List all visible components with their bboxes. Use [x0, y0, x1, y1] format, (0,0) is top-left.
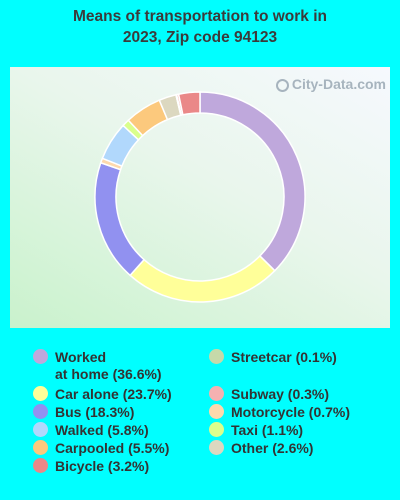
chart-title-line-2: 2023, Zip code 94123 — [122, 29, 278, 46]
legend-label: Bus (18.3%) — [55, 404, 135, 420]
legend-swatch — [33, 386, 48, 401]
legend-swatch — [33, 440, 48, 455]
legend-swatch — [209, 386, 224, 401]
slice-worked-at-home — [199, 91, 306, 272]
legend-swatch — [33, 404, 48, 419]
legend-label: Motorcycle (0.7%) — [231, 404, 351, 420]
legend-swatch — [209, 404, 224, 419]
legend-swatch — [209, 440, 224, 455]
legend-label: Other (2.6%) — [231, 440, 314, 456]
legend-swatch — [33, 458, 48, 473]
watermark: City-Data.com — [275, 76, 386, 92]
legend-label: Subway (0.3%) — [231, 386, 330, 402]
legend-label: Walked (5.8%) — [55, 422, 149, 438]
legend-swatch — [209, 422, 224, 437]
legend-swatch — [33, 422, 48, 437]
chart-title: Means of transportation to work in 2023,… — [0, 6, 400, 48]
magnifier-icon — [275, 79, 289, 92]
legend-label: Taxi (1.1%) — [231, 422, 304, 438]
slice-car-alone — [129, 254, 276, 303]
slice-bicycle — [177, 91, 201, 116]
legend-label-line-1: Worked — [55, 349, 107, 365]
legend-label: Car alone (23.7%) — [55, 386, 172, 402]
chart-title-line-1: Means of transportation to work in — [72, 8, 328, 25]
legend-label: Worked at home (36.6%) — [55, 349, 162, 383]
watermark-text: City-Data.com — [291, 76, 386, 92]
legend-label: Bicycle (3.2%) — [55, 458, 150, 474]
legend-label-line-2: at home (36.6%) — [55, 366, 162, 382]
legend-label: Carpooled (5.5%) — [55, 440, 170, 456]
legend-label: Streetcar (0.1%) — [231, 349, 337, 365]
slice-bus — [94, 161, 146, 277]
legend-swatch — [33, 349, 48, 364]
legend-swatch — [209, 349, 224, 364]
